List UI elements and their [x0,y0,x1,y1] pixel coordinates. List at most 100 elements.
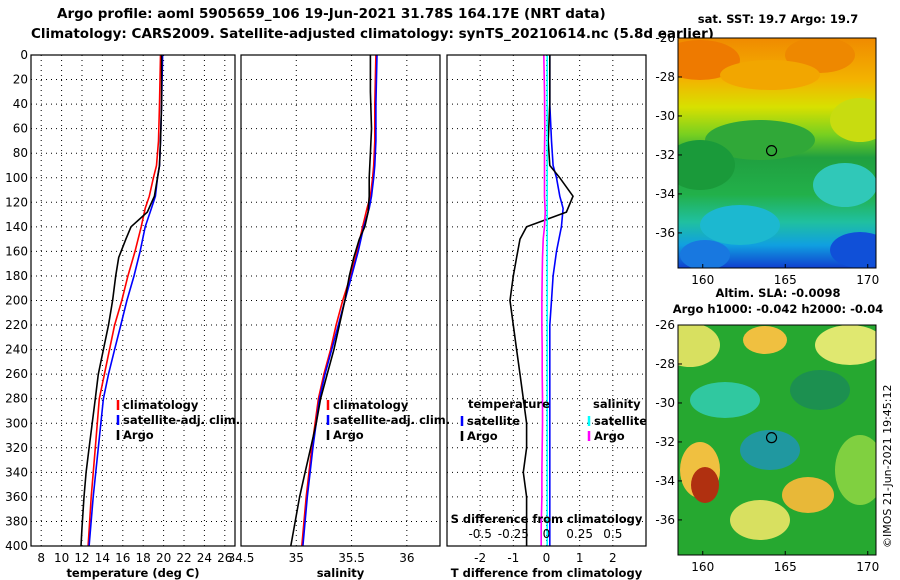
y-tick-label: 100 [5,171,28,185]
map-y-tick-label: -36 [655,226,675,240]
y-tick-label: 400 [5,539,28,553]
series-line-climatology [87,54,162,547]
argo-position-marker [765,432,778,444]
y-tick-label: 120 [5,195,28,209]
sla-patch [678,325,720,367]
y-tick-label: 40 [13,97,28,111]
x-tick-label: 26 [217,551,232,565]
series-line-temperature-argo [509,55,574,546]
sst-map-frame [677,37,877,269]
series-line-temperature-satellite [548,55,564,546]
x-tick-label: 10 [54,551,69,565]
sla-patch [835,435,876,505]
map-y-tick-label: -32 [655,435,675,449]
map-y-tick-label: -34 [655,187,675,201]
sst-green-patch [705,120,815,160]
x-tick-label: -1 [507,551,519,565]
map-x-tick-label: 165 [774,273,797,287]
map-y-tick-label: -32 [655,148,675,162]
legend-group-title: temperature [468,397,550,411]
map-x-tick-label: 170 [856,560,879,574]
y-tick-label: 260 [5,367,28,381]
title-line-2: Climatology: CARS2009. Satellite-adjuste… [31,26,714,42]
y-tick-label: 340 [5,465,28,479]
series-line-satellite-adj-clim- [302,54,378,547]
map-y-tick-label: -34 [655,474,675,488]
x-tick-label: 8 [37,551,45,565]
secondary-tick-label: 0.5 [603,527,622,541]
y-tick-label: 160 [5,244,28,258]
sla-patch [740,430,800,470]
map-y-tick-label: -30 [655,396,675,410]
legend-label: climatology [333,398,409,412]
sst-green-patch [678,140,735,190]
legend-label: Argo [333,428,364,442]
sla-patch [790,370,850,410]
secondary-axis-label: S difference from climatology [451,512,643,526]
series-line-argo [80,55,163,547]
y-tick-label: 60 [13,122,28,136]
series-line-salinity-argo [540,54,547,546]
sst-warm-patch [720,60,820,90]
y-tick-label: 20 [13,73,28,87]
sst-cold-patch [830,232,876,268]
title-line-1: Argo profile: aoml 5905659_106 19-Jun-20… [57,6,606,22]
x-tick-label: 16 [115,551,130,565]
secondary-tick-label: 0 [543,527,551,541]
x-tick-label: 12 [74,551,89,565]
x-tick-label: 14 [95,551,110,565]
y-tick-label: 180 [5,269,28,283]
imos-credit: ©IMOS 21-Jun-2021 19:45:12 [881,384,894,548]
sla-patch [815,325,876,365]
map-y-tick-label: -26 [655,318,675,332]
map-x-tick-label: 170 [856,273,879,287]
map-y-tick-label: -36 [655,513,675,527]
secondary-tick-label: -0.25 [498,527,529,541]
legend-label: Argo [123,428,154,442]
sla-map-title: Altim. SLA: -0.0098 [715,286,840,300]
sst-cool-patch [813,163,876,207]
sla-patch [690,382,760,418]
sst-mid-patch [830,98,876,142]
sla-patch [691,467,719,503]
argo-position-marker [765,145,778,157]
salinity-profile: 34.5 35 35.5 36 salinity climatologysatellite… [228,54,450,580]
y-tick-label: 220 [5,318,28,332]
y-tick-label: 0 [20,48,28,62]
x-tick-label: 36 [399,551,414,565]
secondary-tick-label: -0.5 [468,527,491,541]
sst-cool-patch [700,205,780,245]
plot-frame [240,54,441,547]
x-tick-label: 35 [289,551,304,565]
x-tick-label: 35.5 [338,551,365,565]
x-axis-label: temperature (deg C) [66,566,199,580]
sla-patch [743,326,787,354]
temperature-profile: 0 20 40 60 80 100 120 140 160 180 200 220 240 260 280 3… [5,48,240,580]
y-tick-label: 200 [5,294,28,308]
sla-patch [782,477,834,513]
x-axis-label: T difference from climatology [451,566,643,580]
y-tick-label: 140 [5,220,28,234]
sla-map-subtitle: Argo h1000: -0.042 h2000: -0.04 [673,302,884,316]
map-x-tick-label: 160 [691,560,714,574]
map-y-tick-label: -28 [655,70,675,84]
legend-label: satellite [467,414,520,428]
x-tick-label: 0 [543,551,551,565]
map-y-tick-label: -30 [655,109,675,123]
legend-label: Argo [594,429,625,443]
x-tick-label: 20 [156,551,171,565]
y-tick-label: 280 [5,392,28,406]
x-tick-label: 34.5 [228,551,255,565]
map-x-tick-label: 160 [691,273,714,287]
legend-label: satellite [594,414,647,428]
y-tick-label: 240 [5,343,28,357]
secondary-tick-label: 0.25 [566,527,593,541]
sst-cold-patch [680,240,730,268]
series-line-climatology [301,54,377,547]
x-tick-label: 24 [197,551,212,565]
sst-map: sat. SST: 19.7 Argo: 19.7 160 165 170 -26 -2… [655,12,879,287]
sla-map: Altim. SLA: -0.0098 Argo h1000: -0.042 h… [655,286,884,574]
legend-label: climatology [123,398,199,412]
sla-map-frame [677,324,877,556]
